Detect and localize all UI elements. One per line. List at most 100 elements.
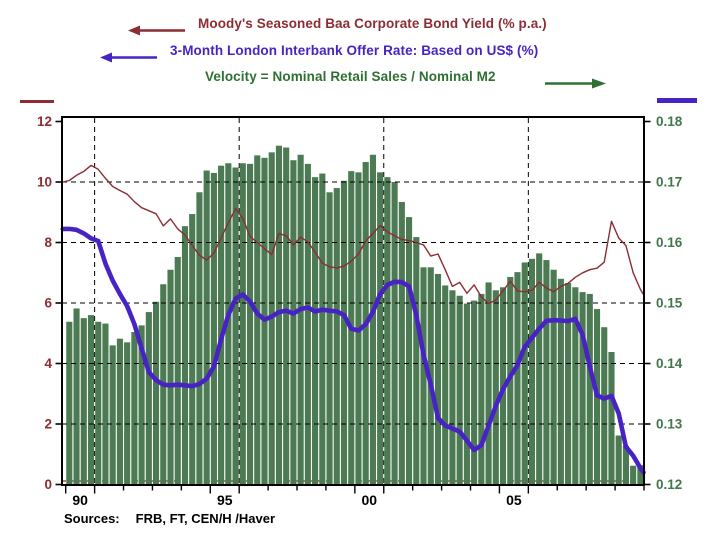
plot-frame [61, 116, 645, 486]
velocity-bar [246, 163, 254, 484]
velocity-bar [239, 163, 246, 485]
velocity-bar [528, 258, 536, 484]
velocity-bar [586, 293, 593, 484]
velocity-bar [384, 177, 391, 484]
velocity-bar [80, 318, 87, 485]
velocity-bar [637, 465, 644, 484]
velocity-bar [210, 172, 217, 485]
velocity-bar [87, 315, 95, 484]
y-right-tick-label: 0.15 [656, 296, 683, 311]
y-right-tick-label: 0.12 [656, 477, 682, 492]
y-right-tick-label: 0.14 [656, 356, 683, 371]
velocity-bar [102, 323, 109, 484]
left-arrow-icon [128, 25, 185, 36]
velocity-bar [398, 201, 405, 484]
left-arrow-icon [100, 52, 157, 63]
sources-note: Sources: FRB, FT, CEN/H /Haver [64, 511, 275, 526]
velocity-bar [124, 342, 131, 484]
velocity-bar [131, 332, 138, 484]
velocity-bar [340, 180, 348, 485]
velocity-bar [463, 303, 470, 484]
velocity-bar [615, 435, 622, 484]
velocity-bar [449, 290, 456, 484]
velocity-bar [471, 300, 478, 484]
velocity-bar [174, 257, 181, 484]
velocity-bar [275, 145, 283, 484]
velocity-bar [181, 226, 189, 484]
y-left-tick-label: 6 [44, 296, 52, 311]
right-arrow-icon [545, 78, 606, 89]
velocity-bar [456, 295, 463, 484]
velocity-bar [73, 308, 80, 484]
velocity-bar [153, 301, 160, 484]
velocity-bar [536, 253, 543, 484]
velocity-bar [622, 445, 629, 484]
velocity-bar [413, 237, 420, 484]
velocity-bar [565, 283, 572, 484]
velocity-bar [203, 170, 210, 484]
y-right-tick-label: 0.18 [656, 114, 683, 129]
y-left-tick-label: 2 [44, 417, 52, 432]
y-right-tick-label: 0.13 [656, 417, 683, 432]
velocity-bar [557, 278, 564, 484]
velocity-bar [333, 188, 340, 485]
legend-libor-label: 3-Month London Interbank Offer Rate: Bas… [170, 43, 539, 58]
velocity-bar [116, 338, 123, 484]
libor-line [60, 226, 646, 475]
velocity-bar [434, 273, 442, 484]
y-left-tick-label: 8 [44, 235, 52, 250]
velocity-bar [579, 292, 586, 484]
velocity-bar [225, 163, 232, 485]
velocity-bar [232, 167, 239, 485]
velocity-bar [297, 154, 304, 484]
velocity-bar [543, 260, 550, 484]
sources-value: FRB, FT, CEN/H /Haver [135, 511, 276, 526]
x-axis-label: 00 [362, 492, 378, 508]
velocity-bar [406, 217, 413, 484]
x-axis-label: 95 [217, 492, 233, 508]
left-axis-series-sample [20, 100, 54, 103]
velocity-bar [326, 192, 333, 484]
legend-baa-label: Moody's Seasoned Baa Corporate Bond Yiel… [198, 16, 547, 31]
velocity-bar [550, 269, 557, 484]
velocity-bar [369, 154, 376, 484]
velocity-bar [485, 282, 492, 484]
y-left-tick-label: 10 [37, 175, 52, 190]
baa-line [62, 164, 645, 305]
velocity-bar [514, 272, 521, 484]
velocity-bar [95, 321, 102, 484]
velocity-bar [630, 465, 637, 484]
velocity-bar [138, 325, 145, 484]
x-axis-label: 90 [72, 492, 88, 508]
x-axis-label: 05 [506, 492, 522, 508]
sources-label: Sources: [64, 511, 120, 526]
velocity-bar [312, 177, 319, 484]
velocity-bar [572, 287, 579, 484]
legend-velocity-label: Velocity = Nominal Retail Sales / Nomina… [205, 69, 496, 84]
velocity-bar [492, 290, 499, 484]
velocity-bar [189, 214, 196, 484]
velocity-bar [601, 327, 608, 484]
velocity-bar [283, 147, 290, 484]
velocity-bar [391, 182, 398, 484]
velocity-bar [478, 293, 485, 484]
velocity-bar [521, 262, 528, 484]
y-left-tick-label: 4 [44, 356, 52, 371]
velocity-bar [218, 165, 225, 485]
velocity-bar [377, 172, 384, 484]
velocity-bars [66, 145, 644, 485]
velocity-bar [290, 160, 297, 484]
y-right-tick-label: 0.17 [656, 175, 682, 190]
velocity-bar [304, 163, 311, 484]
velocity-bar [420, 267, 427, 484]
velocity-bar [109, 345, 116, 484]
y-left-tick-label: 12 [37, 114, 52, 129]
velocity-bar [319, 173, 326, 484]
y-right-tick-label: 0.16 [656, 235, 683, 250]
velocity-bar [608, 352, 615, 484]
velocity-bar [167, 269, 174, 484]
velocity-bar [254, 155, 261, 484]
right-axis-series-sample [657, 98, 697, 103]
